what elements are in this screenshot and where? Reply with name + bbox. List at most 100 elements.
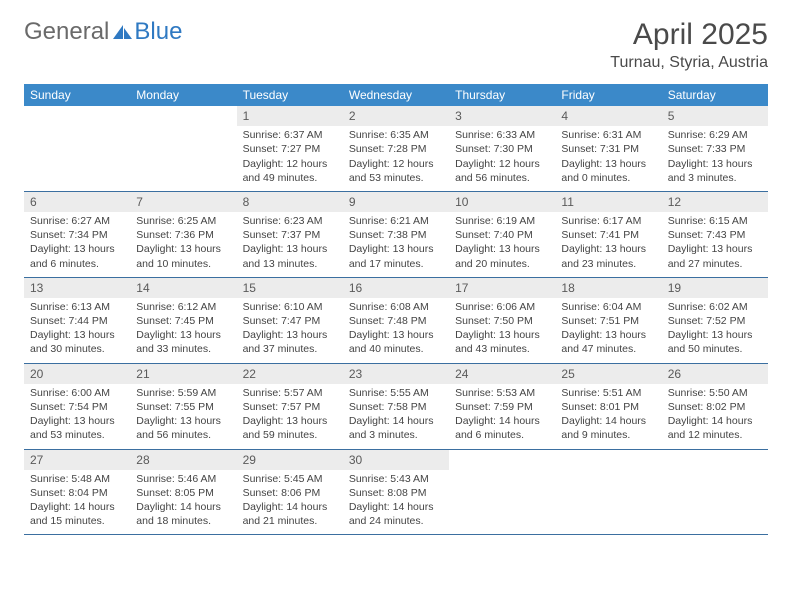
day-body: Sunrise: 6:17 AMSunset: 7:41 PMDaylight:… (555, 212, 661, 277)
dayname-thursday: Thursday (449, 84, 555, 106)
day-number: 3 (449, 106, 555, 126)
day-cell: 26Sunrise: 5:50 AMSunset: 8:02 PMDayligh… (662, 364, 768, 449)
day-sunrise: Sunrise: 6:37 AM (243, 128, 337, 142)
day-daylight2: and 24 minutes. (349, 514, 443, 528)
weeks-container: .. 1Sunrise: 6:37 AMSunset: 7:27 PMDaylig… (24, 106, 768, 535)
day-number: 10 (449, 192, 555, 212)
day-daylight2: and 53 minutes. (30, 428, 124, 442)
day-number: 24 (449, 364, 555, 384)
day-body: Sunrise: 6:21 AMSunset: 7:38 PMDaylight:… (343, 212, 449, 277)
day-cell: 25Sunrise: 5:51 AMSunset: 8:01 PMDayligh… (555, 364, 661, 449)
day-daylight2: and 10 minutes. (136, 257, 230, 271)
day-body: Sunrise: 5:50 AMSunset: 8:02 PMDaylight:… (662, 384, 768, 449)
day-sunrise: Sunrise: 6:04 AM (561, 300, 655, 314)
day-body: Sunrise: 6:37 AMSunset: 7:27 PMDaylight:… (237, 126, 343, 191)
day-body: Sunrise: 6:06 AMSunset: 7:50 PMDaylight:… (449, 298, 555, 363)
day-cell: 6Sunrise: 6:27 AMSunset: 7:34 PMDaylight… (24, 192, 130, 277)
day-number: 7 (130, 192, 236, 212)
day-daylight2: and 43 minutes. (455, 342, 549, 356)
day-daylight2: and 9 minutes. (561, 428, 655, 442)
day-daylight1: Daylight: 13 hours (668, 328, 762, 342)
day-cell: 18Sunrise: 6:04 AMSunset: 7:51 PMDayligh… (555, 278, 661, 363)
day-number: 16 (343, 278, 449, 298)
day-daylight1: Daylight: 13 hours (243, 328, 337, 342)
day-daylight1: Daylight: 13 hours (30, 414, 124, 428)
day-cell: 8Sunrise: 6:23 AMSunset: 7:37 PMDaylight… (237, 192, 343, 277)
day-sunrise: Sunrise: 6:06 AM (455, 300, 549, 314)
day-sunset: Sunset: 7:58 PM (349, 400, 443, 414)
day-cell: 24Sunrise: 5:53 AMSunset: 7:59 PMDayligh… (449, 364, 555, 449)
day-sunrise: Sunrise: 5:55 AM (349, 386, 443, 400)
day-body: Sunrise: 6:31 AMSunset: 7:31 PMDaylight:… (555, 126, 661, 191)
day-cell: 12Sunrise: 6:15 AMSunset: 7:43 PMDayligh… (662, 192, 768, 277)
day-daylight2: and 3 minutes. (349, 428, 443, 442)
day-sunset: Sunset: 7:51 PM (561, 314, 655, 328)
dayname-sunday: Sunday (24, 84, 130, 106)
day-body: Sunrise: 6:08 AMSunset: 7:48 PMDaylight:… (343, 298, 449, 363)
day-daylight2: and 33 minutes. (136, 342, 230, 356)
day-number: 14 (130, 278, 236, 298)
day-sunset: Sunset: 7:38 PM (349, 228, 443, 242)
day-sunrise: Sunrise: 6:02 AM (668, 300, 762, 314)
day-body: Sunrise: 6:12 AMSunset: 7:45 PMDaylight:… (130, 298, 236, 363)
day-daylight1: Daylight: 12 hours (243, 157, 337, 171)
day-sunset: Sunset: 7:44 PM (30, 314, 124, 328)
day-cell: 15Sunrise: 6:10 AMSunset: 7:47 PMDayligh… (237, 278, 343, 363)
day-sunset: Sunset: 8:02 PM (668, 400, 762, 414)
day-cell: 2Sunrise: 6:35 AMSunset: 7:28 PMDaylight… (343, 106, 449, 191)
day-number: 25 (555, 364, 661, 384)
day-cell: 1Sunrise: 6:37 AMSunset: 7:27 PMDaylight… (237, 106, 343, 191)
day-cell: 27Sunrise: 5:48 AMSunset: 8:04 PMDayligh… (24, 450, 130, 535)
day-cell: 19Sunrise: 6:02 AMSunset: 7:52 PMDayligh… (662, 278, 768, 363)
day-daylight2: and 3 minutes. (668, 171, 762, 185)
day-sunset: Sunset: 7:33 PM (668, 142, 762, 156)
day-cell: . (555, 450, 661, 535)
day-body: Sunrise: 5:43 AMSunset: 8:08 PMDaylight:… (343, 470, 449, 535)
day-sunset: Sunset: 8:05 PM (136, 486, 230, 500)
day-cell: 20Sunrise: 6:00 AMSunset: 7:54 PMDayligh… (24, 364, 130, 449)
day-daylight2: and 15 minutes. (30, 514, 124, 528)
day-number: 30 (343, 450, 449, 470)
day-cell: 29Sunrise: 5:45 AMSunset: 8:06 PMDayligh… (237, 450, 343, 535)
day-body: Sunrise: 5:53 AMSunset: 7:59 PMDaylight:… (449, 384, 555, 449)
day-sunrise: Sunrise: 5:50 AM (668, 386, 762, 400)
day-daylight2: and 21 minutes. (243, 514, 337, 528)
day-daylight1: Daylight: 12 hours (455, 157, 549, 171)
day-sunset: Sunset: 7:59 PM (455, 400, 549, 414)
day-number: 22 (237, 364, 343, 384)
dayname-row: Sunday Monday Tuesday Wednesday Thursday… (24, 84, 768, 106)
day-cell: 22Sunrise: 5:57 AMSunset: 7:57 PMDayligh… (237, 364, 343, 449)
logo-text-general: General (24, 18, 109, 46)
day-daylight2: and 0 minutes. (561, 171, 655, 185)
day-sunset: Sunset: 8:08 PM (349, 486, 443, 500)
day-daylight2: and 30 minutes. (30, 342, 124, 356)
day-sunrise: Sunrise: 6:19 AM (455, 214, 549, 228)
day-cell: 4Sunrise: 6:31 AMSunset: 7:31 PMDaylight… (555, 106, 661, 191)
day-sunset: Sunset: 7:36 PM (136, 228, 230, 242)
day-daylight1: Daylight: 14 hours (243, 500, 337, 514)
day-daylight2: and 37 minutes. (243, 342, 337, 356)
day-daylight2: and 47 minutes. (561, 342, 655, 356)
day-daylight1: Daylight: 13 hours (30, 242, 124, 256)
day-daylight1: Daylight: 14 hours (668, 414, 762, 428)
day-body: Sunrise: 6:04 AMSunset: 7:51 PMDaylight:… (555, 298, 661, 363)
day-number: 13 (24, 278, 130, 298)
day-daylight2: and 17 minutes. (349, 257, 443, 271)
day-cell: . (662, 450, 768, 535)
day-sunset: Sunset: 7:52 PM (668, 314, 762, 328)
day-sunrise: Sunrise: 6:10 AM (243, 300, 337, 314)
day-daylight2: and 56 minutes. (136, 428, 230, 442)
day-sunset: Sunset: 7:27 PM (243, 142, 337, 156)
day-daylight1: Daylight: 13 hours (561, 328, 655, 342)
day-sunrise: Sunrise: 5:46 AM (136, 472, 230, 486)
day-sunrise: Sunrise: 5:53 AM (455, 386, 549, 400)
day-body: Sunrise: 6:00 AMSunset: 7:54 PMDaylight:… (24, 384, 130, 449)
day-cell: 9Sunrise: 6:21 AMSunset: 7:38 PMDaylight… (343, 192, 449, 277)
week-row: 27Sunrise: 5:48 AMSunset: 8:04 PMDayligh… (24, 450, 768, 536)
day-number: 15 (237, 278, 343, 298)
day-daylight1: Daylight: 12 hours (349, 157, 443, 171)
day-daylight1: Daylight: 13 hours (349, 328, 443, 342)
day-sunset: Sunset: 7:50 PM (455, 314, 549, 328)
sail-icon (112, 23, 134, 41)
day-daylight1: Daylight: 13 hours (561, 242, 655, 256)
